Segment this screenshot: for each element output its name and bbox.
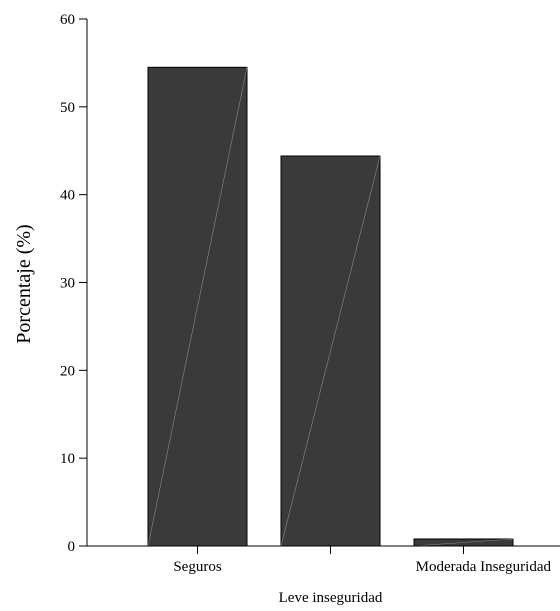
bar-highlight-line bbox=[147, 67, 248, 547]
bar-highlight-line bbox=[280, 155, 381, 547]
x-tick-label: Leve inseguridad bbox=[279, 590, 383, 606]
y-tick-label: 60 bbox=[60, 12, 75, 28]
y-tick-label: 0 bbox=[68, 539, 76, 555]
y-tick-label: 40 bbox=[60, 188, 75, 204]
y-tick-label: 50 bbox=[60, 100, 75, 116]
bar-group bbox=[280, 155, 381, 547]
bars-layer bbox=[147, 66, 514, 547]
x-axis: Seguros Leve inseguridad Moderada Inseguri… bbox=[87, 545, 560, 606]
y-axis: 0 10 20 30 40 50 60 bbox=[60, 12, 88, 555]
bar-highlight-line bbox=[413, 538, 514, 547]
y-axis-label: Porcentaje (%) bbox=[13, 224, 35, 343]
bar-group bbox=[413, 538, 514, 547]
x-tick-label: Seguros bbox=[173, 559, 221, 575]
bar-group bbox=[147, 66, 248, 547]
y-tick-label: 20 bbox=[60, 363, 75, 379]
y-tick-label: 10 bbox=[60, 451, 75, 467]
x-tick-label: Moderada Inseguridad bbox=[416, 559, 552, 575]
y-tick-label: 30 bbox=[60, 276, 75, 292]
